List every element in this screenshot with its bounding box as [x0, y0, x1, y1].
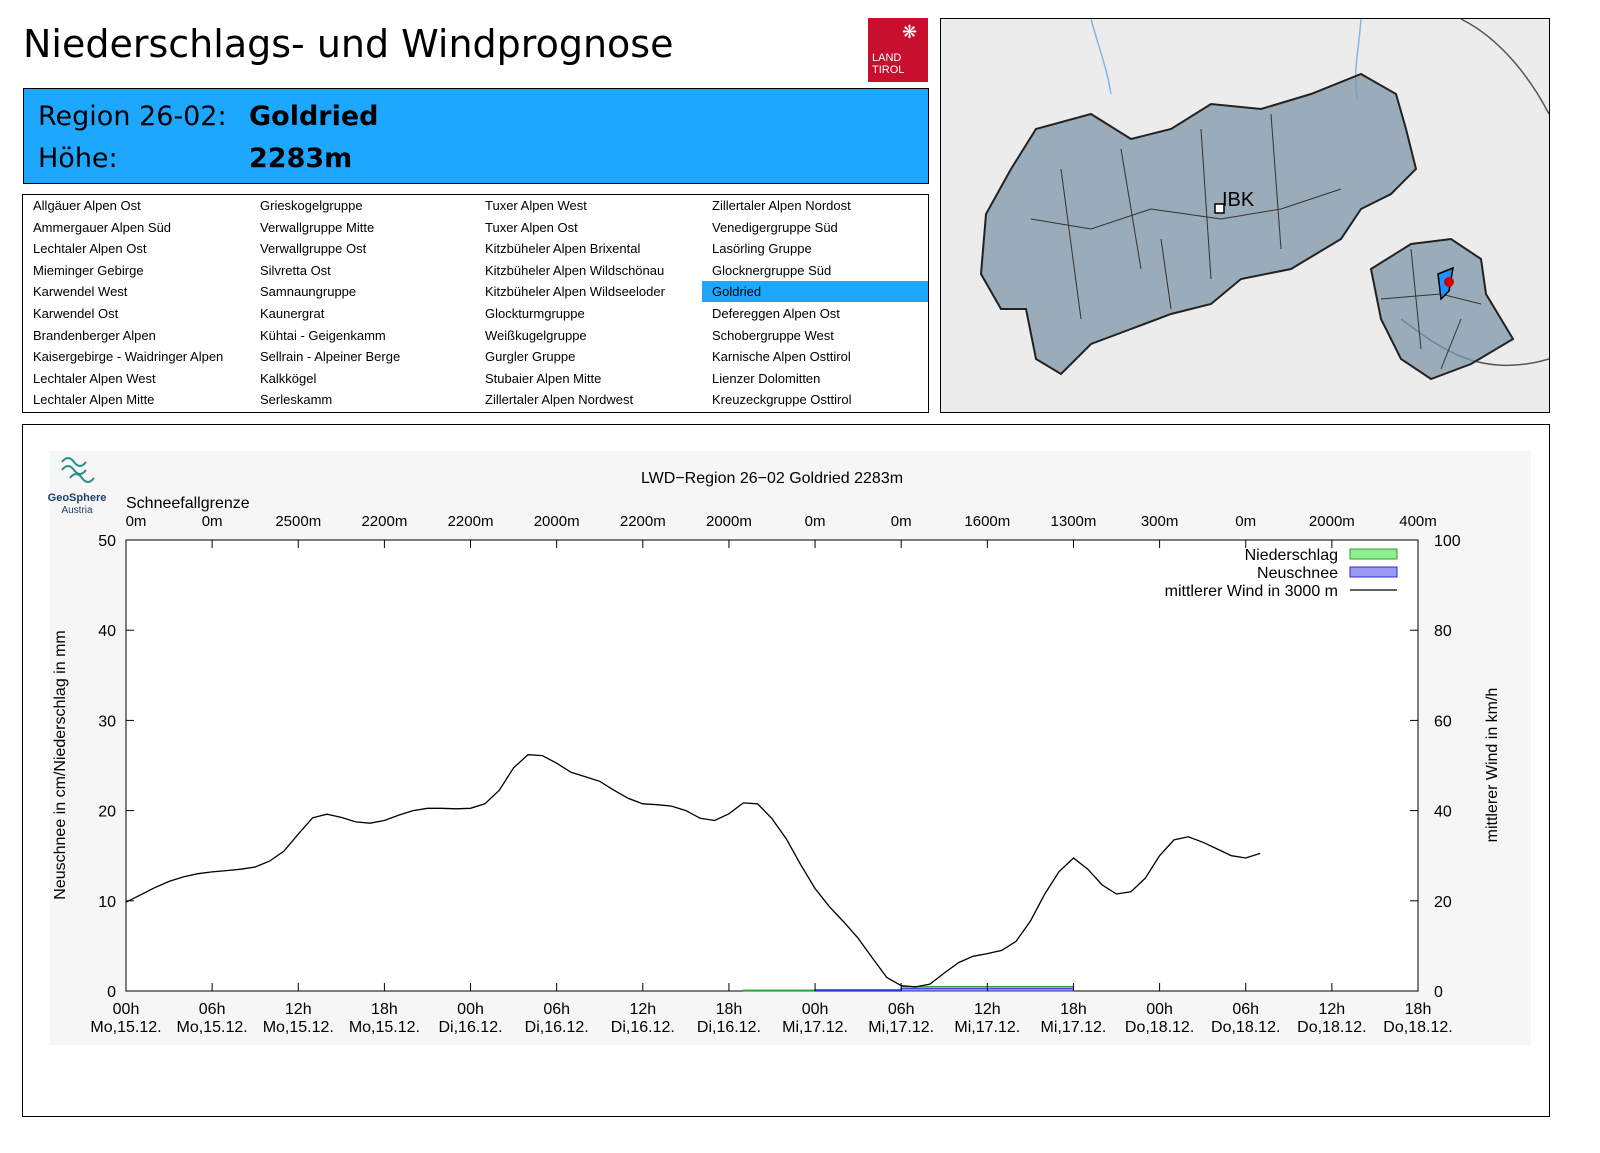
region-list-item[interactable]: Lienzer Dolomitten: [712, 370, 821, 386]
innsbruck-marker: [1214, 203, 1225, 214]
region-list-item[interactable]: Lasörling Gruppe: [712, 241, 812, 257]
subregion-borders: [1030, 113, 1342, 320]
region-list-item[interactable]: Schobergruppe West: [712, 327, 834, 343]
osttirol-region[interactable]: [1369, 237, 1515, 381]
chart-frame: [22, 424, 1550, 1117]
region-list-item[interactable]: Mieminger Gebirge: [33, 262, 144, 278]
page-title: Niederschlags- und Windprognose: [23, 22, 674, 66]
logo-line2: TIROL: [872, 64, 905, 76]
region-name: Goldried: [249, 101, 379, 132]
map-svg: IBK: [941, 19, 1549, 412]
region-list-item[interactable]: Verwallgruppe Mitte: [260, 219, 375, 235]
tirol-north-region[interactable]: [979, 72, 1418, 376]
region-list-item[interactable]: Grieskogelgruppe: [260, 198, 363, 213]
region-header: Region 26-02: Goldried Höhe: 2283m: [23, 88, 929, 184]
height-label: Höhe:: [38, 143, 118, 174]
region-list-item[interactable]: Brandenberger Alpen: [33, 327, 156, 343]
land-tirol-logo: ❋ LAND TIROL: [868, 18, 928, 82]
region-label: Region 26-02:: [38, 101, 227, 132]
region-list-item[interactable]: Lechtaler Alpen West: [33, 370, 156, 386]
region-list-item[interactable]: Kitzbüheler Alpen Wildschönau: [485, 262, 665, 278]
region-list-item[interactable]: Kaisergebirge - Waidringer Alpen: [33, 349, 224, 365]
region-list-item[interactable]: Ammergauer Alpen Süd: [33, 219, 172, 235]
region-list-item[interactable]: Tuxer Alpen Ost: [485, 219, 578, 235]
region-list-item[interactable]: Kaunergrat: [260, 306, 325, 321]
region-list-item[interactable]: Zillertaler Alpen Nordwest: [485, 392, 634, 408]
region-list-item[interactable]: Karnische Alpen Osttirol: [712, 349, 851, 365]
region-map[interactable]: IBK: [940, 18, 1550, 413]
region-list-item[interactable]: Karwendel West: [33, 284, 128, 300]
region-list-item[interactable]: Gurgler Gruppe: [485, 349, 576, 365]
region-list-item[interactable]: Kühtai - Geigenkamm: [260, 327, 386, 343]
region-list-item[interactable]: Zillertaler Alpen Nordost: [712, 198, 851, 213]
region-list-item[interactable]: Karwendel Ost: [33, 306, 119, 321]
height-value: 2283m: [249, 143, 353, 174]
region-list: Allgäuer Alpen Ost Ammergauer Alpen Süd Le…: [22, 194, 929, 413]
city-label: IBK: [1222, 189, 1255, 211]
region-list-item[interactable]: Lechtaler Alpen Mitte: [33, 392, 155, 408]
region-list-item[interactable]: Kreuzeckgruppe Osttirol: [712, 392, 852, 408]
region-list-item[interactable]: Lechtaler Alpen Ost: [33, 241, 147, 257]
region-list-item[interactable]: Samnaungruppe: [260, 284, 357, 300]
region-list-item[interactable]: Verwallgruppe Ost: [260, 241, 367, 257]
region-list-item[interactable]: Silvretta Ost: [260, 262, 331, 278]
region-list-item[interactable]: Kalkkögel: [260, 370, 317, 386]
river: [1090, 19, 1112, 95]
region-list-item[interactable]: Serleskamm: [260, 392, 333, 408]
region-list-item[interactable]: Tuxer Alpen West: [485, 198, 587, 213]
location-marker: [1444, 277, 1454, 287]
region-list-item[interactable]: Stubaier Alpen Mitte: [485, 370, 602, 386]
region-list-item[interactable]: Defereggen Alpen Ost: [712, 306, 840, 321]
region-list-item[interactable]: Goldried: [702, 281, 928, 303]
plot-background: [50, 451, 1531, 1045]
region-list-item[interactable]: Weißkugelgruppe: [485, 327, 587, 343]
region-list-item[interactable]: Allgäuer Alpen Ost: [33, 198, 141, 213]
region-list-item[interactable]: Kitzbüheler Alpen Brixental: [485, 241, 641, 257]
region-list-item[interactable]: Sellrain - Alpeiner Berge: [260, 349, 401, 365]
region-list-item[interactable]: Glocknergruppe Süd: [712, 262, 832, 278]
eagle-icon: ❋: [902, 22, 918, 42]
logo-line1: LAND: [872, 52, 902, 64]
region-list-item[interactable]: Glockturmgruppe: [485, 306, 585, 321]
region-list-item[interactable]: Venedigergruppe Süd: [712, 219, 838, 235]
region-list-item[interactable]: Kitzbüheler Alpen Wildseeloder: [485, 284, 665, 300]
